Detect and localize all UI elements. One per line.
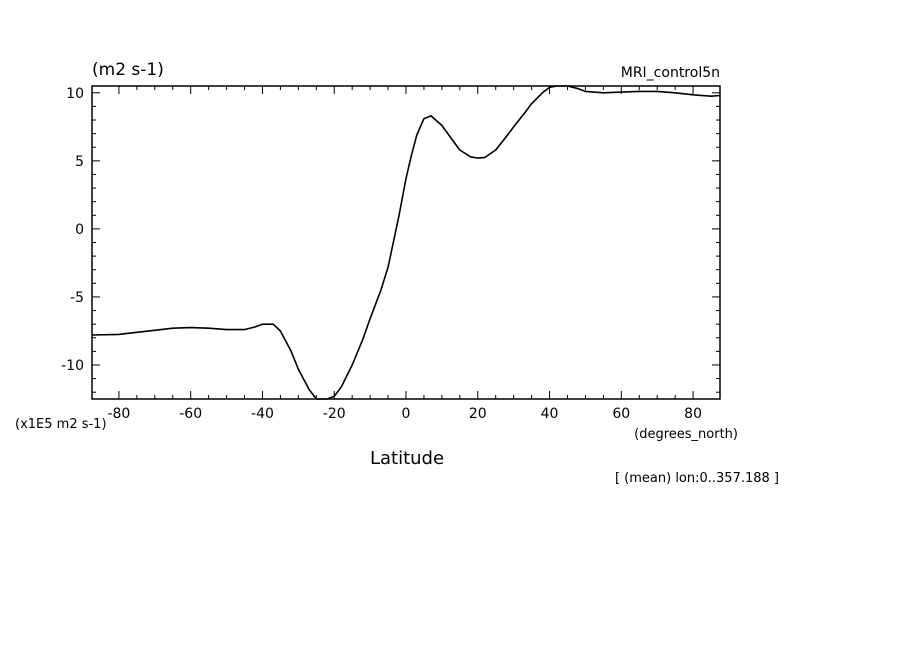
plot-frame bbox=[91, 85, 721, 400]
y-tick-label: 10 bbox=[66, 86, 84, 102]
x-units-label: (degrees_north) bbox=[634, 427, 738, 442]
series-line bbox=[91, 85, 721, 400]
x-tick-label: -20 bbox=[323, 406, 346, 422]
x-tick-label: 80 bbox=[684, 406, 702, 422]
x-tick-label: -60 bbox=[179, 406, 202, 422]
x-tick-label: 60 bbox=[612, 406, 630, 422]
x-axis-title: Latitude bbox=[370, 448, 444, 469]
y-tick-label: -10 bbox=[61, 358, 84, 374]
x-tick-label: 40 bbox=[541, 406, 559, 422]
scale-label: (x1E5 m2 s-1) bbox=[15, 417, 107, 432]
y-tick-label: -5 bbox=[70, 290, 84, 306]
x-tick-label: 20 bbox=[469, 406, 487, 422]
dataset-label: MRI_control5n bbox=[621, 65, 720, 81]
x-tick-label: 0 bbox=[402, 406, 411, 422]
tick-labels: -80 -60 -40 -20 0 20 40 60 80 10 5 0 -5 -10 bbox=[61, 86, 702, 422]
x-tick-label: -40 bbox=[251, 406, 274, 422]
footer-note: [ (mean) lon:0..357.188 ] bbox=[615, 471, 779, 486]
y-tick-label: 0 bbox=[75, 222, 84, 238]
axis-ticks bbox=[92, 86, 720, 399]
x-tick-label: -80 bbox=[107, 406, 130, 422]
y-tick-label: 5 bbox=[75, 154, 84, 170]
units-label: (m2 s-1) bbox=[92, 60, 164, 80]
